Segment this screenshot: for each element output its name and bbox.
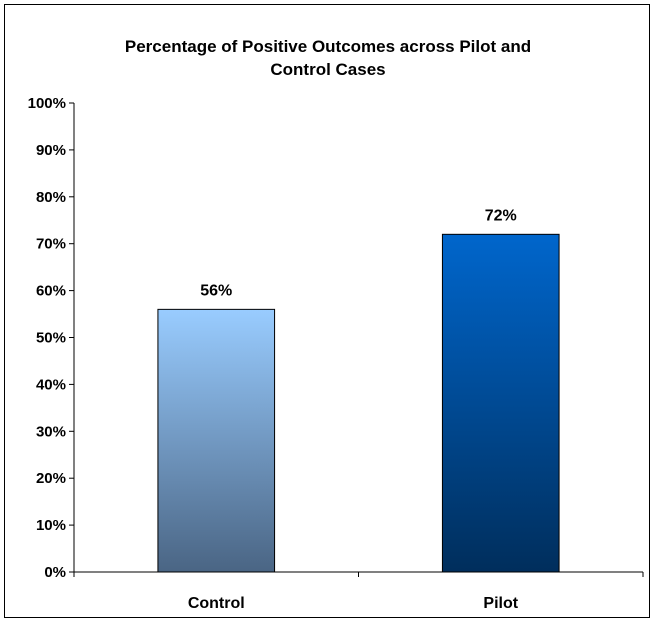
x-category-label-control: Control [188,595,245,612]
chart-title-line-1: Percentage of Positive Outcomes across P… [125,37,531,56]
bars: 56% Control 72% Pilot [157,207,560,612]
y-tick-label: 60% [36,283,66,300]
bar-control [157,308,276,573]
data-label-control: 56% [200,282,232,299]
y-tick-label: 90% [36,142,66,159]
y-tick-label: 10% [36,517,66,534]
chart-title-line-2: Control Cases [270,60,385,79]
bar-pilot [441,233,560,573]
y-tick-label: 70% [36,236,66,253]
y-tick-label: 0% [44,564,66,581]
bar-chart: Percentage of Positive Outcomes across P… [28,37,644,612]
x-axis [73,571,644,577]
y-tick-label: 40% [36,376,66,393]
chart-frame: Percentage of Positive Outcomes across P… [4,4,650,618]
y-tick-label: 20% [36,470,66,487]
y-axis: 0% 10% 20% 30% 40% 50% 60% 70% 80% 90% 100% [28,95,75,581]
x-category-label-pilot: Pilot [483,595,518,612]
data-label-pilot: 72% [485,207,517,224]
y-tick-label: 100% [28,95,66,112]
y-tick-label: 80% [36,189,66,206]
y-tick-label: 30% [36,423,66,440]
y-tick-label: 50% [36,330,66,347]
